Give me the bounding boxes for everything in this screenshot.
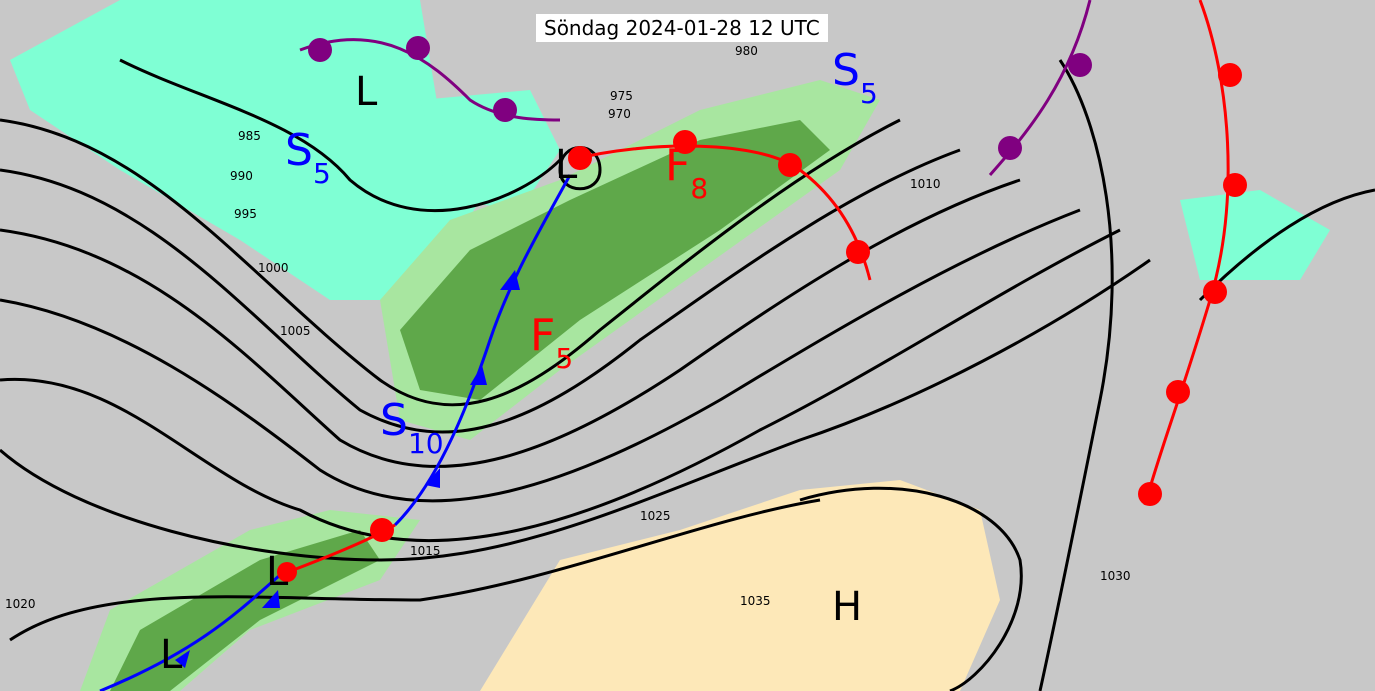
isobar-label: 1035 — [740, 594, 771, 608]
front-label: F8 — [665, 140, 708, 205]
isobar-label: 970 — [608, 107, 631, 121]
cold-front-main — [393, 174, 572, 527]
low-pressure-label: L — [555, 142, 578, 188]
isobar-label: 1000 — [258, 261, 289, 275]
high-pressure-label: H — [832, 584, 862, 630]
pressure-system-labels: L L L L H — [160, 69, 862, 678]
precip-cyan-east — [1180, 190, 1330, 280]
isobar-label: 995 — [234, 207, 257, 221]
map-title: Söndag 2024-01-28 12 UTC — [536, 14, 828, 42]
isobar-label: 1015 — [410, 544, 441, 558]
precip-cyan-west — [10, 0, 480, 300]
occluded-front-symbols — [308, 36, 1092, 160]
low-pressure-label: L — [266, 549, 289, 595]
high-pressure-area — [480, 480, 1000, 691]
isobar-label: 985 — [238, 129, 261, 143]
front-label: S10 — [380, 395, 444, 460]
precip-green-southwest-dark — [110, 530, 380, 691]
cold-front-southwest — [99, 573, 281, 691]
occluded-front-north — [299, 38, 561, 122]
precip-green-dark — [400, 120, 830, 400]
isobar-label: 1005 — [280, 324, 311, 338]
fronts — [99, 0, 1247, 691]
isobar-label: 1010 — [910, 177, 941, 191]
isobar-label: 1030 — [1100, 569, 1131, 583]
cold-front-triangles — [175, 270, 520, 668]
isobars — [0, 58, 1375, 691]
isobar-label: 1025 — [640, 509, 671, 523]
front-label: F5 — [530, 310, 573, 375]
warm-front-semicircles — [277, 63, 1247, 582]
isobar-label: 975 — [610, 89, 633, 103]
isobar-label: 980 — [735, 44, 758, 58]
front-label: S5 — [285, 125, 331, 190]
precipitation-layer — [10, 0, 1330, 691]
low-pressure-label: L — [160, 632, 183, 678]
front-wind-labels: S5 S5 S10 F8 F5 — [285, 45, 878, 460]
isobar-label: 990 — [230, 169, 253, 183]
isobar-labels: 970 975 980 985 990 995 1000 1005 1010 1… — [5, 44, 1131, 611]
precip-cyan-north — [420, 90, 560, 210]
isobar-label: 1020 — [5, 597, 36, 611]
low-pressure-label: L — [355, 69, 378, 115]
front-label: S5 — [832, 45, 878, 110]
